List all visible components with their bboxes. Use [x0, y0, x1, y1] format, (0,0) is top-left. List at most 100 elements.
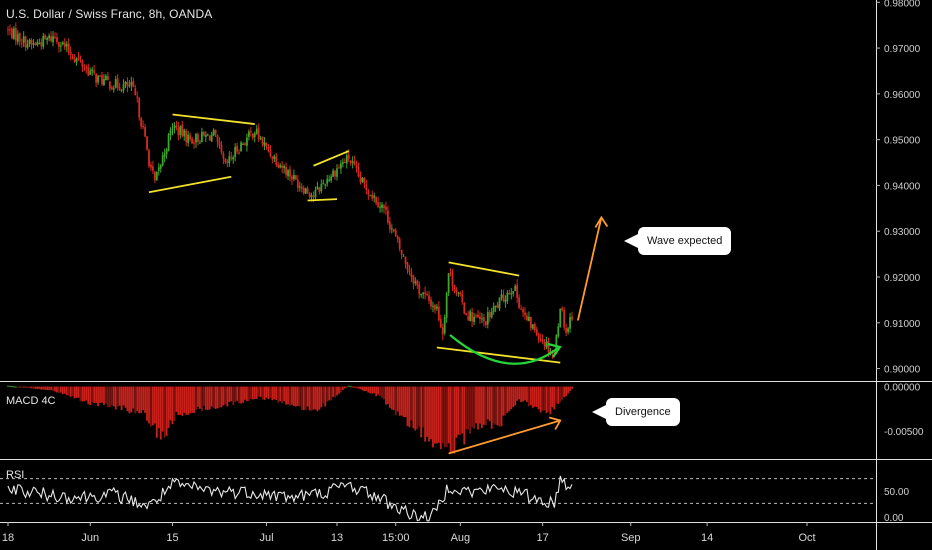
candle-down: [296, 179, 299, 189]
candle-down: [236, 145, 239, 152]
candle-down: [306, 188, 309, 193]
candle-up: [528, 316, 530, 321]
macd-bar-negative: [63, 386, 66, 394]
macd-bar-negative: [381, 386, 383, 398]
macd-bar-negative: [32, 386, 35, 389]
price-tick-label: 0.95000: [884, 136, 921, 147]
candle-down: [281, 165, 284, 168]
macd-bar-negative: [85, 386, 88, 401]
macd-bar-negative: [42, 386, 45, 390]
macd-bar-negative: [353, 386, 356, 388]
candle-down: [502, 294, 505, 301]
candle-down: [477, 314, 479, 318]
macd-bar-negative: [157, 386, 160, 429]
macd-bar-negative: [177, 386, 180, 416]
macd-bar-negative: [65, 386, 68, 396]
divergence-callout: Divergence: [592, 398, 680, 426]
candle-down: [565, 328, 568, 333]
candle-down: [150, 164, 152, 168]
candle-up: [330, 176, 333, 181]
candle-up: [473, 316, 475, 323]
candle-down: [9, 29, 11, 31]
candle-down: [77, 57, 80, 60]
candles: [7, 22, 573, 359]
macd-bar-negative: [406, 386, 409, 427]
candle-down: [24, 36, 27, 48]
macd-bar-negative: [150, 386, 152, 427]
candle-down: [93, 70, 96, 73]
macd-bar-negative: [50, 386, 52, 391]
candle-up: [38, 42, 41, 44]
macd-bar-negative: [408, 386, 411, 428]
macd-bar-negative: [48, 386, 51, 390]
macd-bar-negative: [67, 386, 70, 396]
candle-down: [249, 131, 252, 133]
candle-down: [146, 136, 148, 150]
macd-bar-negative: [340, 386, 342, 393]
candle-up: [373, 195, 376, 198]
macd-bar-negative: [351, 386, 354, 388]
candle-down: [181, 124, 184, 137]
macd-bar-negative: [54, 386, 56, 392]
macd-bar-negative: [461, 386, 464, 434]
candle-down: [547, 341, 550, 353]
macd-bar-negative: [492, 386, 495, 424]
rounding-curve: [449, 334, 559, 365]
candle-down: [50, 36, 52, 42]
candle-down: [132, 81, 135, 88]
macd-bar-negative: [312, 386, 315, 410]
macd-bar-negative: [246, 386, 248, 402]
candle-up: [122, 84, 125, 91]
candle-down: [148, 150, 150, 167]
candle-up: [112, 88, 115, 90]
candle-up: [324, 184, 327, 186]
candle-up: [253, 133, 256, 137]
time-tick-label: 14: [701, 532, 713, 544]
macd-bar-negative: [191, 386, 193, 413]
macd-bar-negative: [451, 386, 454, 454]
candle-down: [224, 158, 227, 162]
macd-bar-negative: [434, 386, 436, 444]
macd-bar-negative: [490, 386, 493, 429]
macd-bar-negative: [296, 386, 299, 407]
candle-up: [545, 341, 548, 348]
macd-bar-negative: [247, 386, 250, 401]
candle-up: [52, 36, 54, 43]
time-tick-label: Aug: [451, 532, 471, 544]
macd-bar-negative: [545, 386, 548, 413]
candle-up: [16, 33, 19, 42]
candle-down: [11, 28, 13, 39]
macd-bar-negative: [277, 386, 280, 403]
macd-bar-negative: [506, 386, 509, 413]
candle-down: [520, 308, 522, 310]
macd-bar-negative: [531, 386, 534, 408]
candle-down: [428, 295, 430, 301]
macd-bar-negative: [267, 386, 270, 400]
candle-down: [208, 135, 211, 141]
macd-bar-negative: [445, 386, 448, 448]
macd-bar-negative: [320, 386, 323, 408]
rsi-tick-label: 50.00: [884, 487, 909, 498]
candle-up: [12, 28, 15, 40]
candle-up: [232, 157, 235, 160]
candle-up: [212, 130, 215, 136]
macd-bar-negative: [226, 386, 229, 407]
macd-bar-negative: [24, 386, 27, 388]
candle-down: [71, 55, 74, 60]
candle-down: [400, 249, 403, 255]
macd-bar-negative: [428, 386, 430, 442]
macd-bar-negative: [394, 386, 397, 416]
candle-down: [197, 134, 199, 142]
candle-down: [482, 317, 485, 322]
macd-bar-negative: [99, 386, 101, 403]
macd-bar-negative: [108, 386, 111, 408]
macd-bar-negative: [261, 386, 264, 400]
macd-bar-negative: [208, 386, 211, 410]
candle-up: [420, 293, 423, 296]
candle-down: [394, 230, 397, 237]
macd-bar-negative: [193, 386, 195, 414]
candle-down: [291, 176, 293, 180]
candle-up: [422, 292, 425, 295]
macd-bar-negative: [355, 386, 358, 389]
macd-bar-negative: [230, 386, 233, 402]
